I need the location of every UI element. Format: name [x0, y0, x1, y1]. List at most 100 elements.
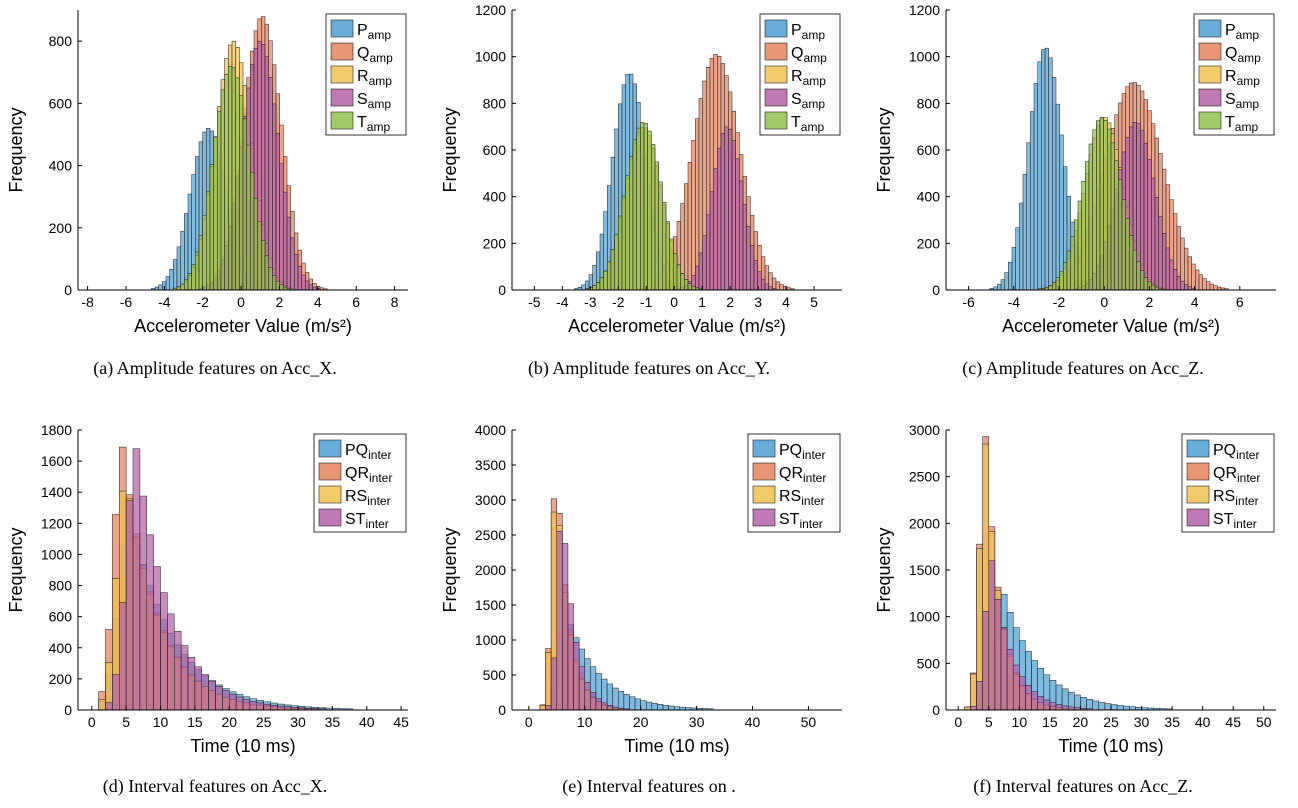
bar	[698, 252, 703, 291]
x-tick-label: 40	[745, 714, 761, 730]
legend-swatch	[1186, 439, 1210, 458]
bar	[1104, 703, 1112, 711]
x-tick-label: -2	[612, 294, 625, 310]
x-tick-label: 6	[1236, 294, 1244, 310]
y-tick-label: 0	[498, 702, 506, 718]
x-tick-label: 45	[1225, 714, 1241, 730]
legend: Pamp Qamp Ramp Samp Tamp	[325, 13, 407, 136]
y-tick-label: 0	[932, 282, 940, 298]
x-tick-label: 0	[237, 294, 245, 310]
y-tick-label: 600	[483, 142, 507, 158]
legend-swatch	[1186, 462, 1210, 481]
x-axis-label: Accelerometer Value (m/s²)	[1002, 316, 1220, 336]
bar	[174, 631, 182, 711]
bar	[224, 73, 229, 291]
bar	[263, 703, 271, 711]
legend-swatch	[330, 111, 354, 130]
x-tick-label: 50	[801, 714, 817, 730]
bar	[629, 156, 634, 291]
bar	[1037, 61, 1042, 291]
bar	[761, 278, 766, 291]
bar	[1030, 111, 1035, 291]
bar	[180, 283, 185, 291]
bar	[695, 265, 700, 291]
bar	[1213, 285, 1218, 291]
bar	[1176, 275, 1181, 291]
bar	[228, 66, 233, 291]
bar	[556, 530, 563, 711]
y-axis-label: Frequency	[440, 527, 460, 612]
chart-panel-e: 0 10 20 30 40 50 0 500 1000 1500 2000 2500 3000 3500 4…	[434, 420, 864, 760]
bar	[702, 235, 707, 291]
x-tick-label: 4	[782, 294, 790, 310]
bar	[691, 285, 696, 291]
series-STinter	[970, 560, 1093, 711]
bar	[1004, 272, 1009, 291]
bar	[651, 703, 658, 711]
legend-swatch	[764, 88, 788, 107]
bar	[125, 500, 134, 711]
bar	[294, 253, 299, 291]
legend-label: Pamp	[791, 22, 825, 42]
bar	[239, 95, 244, 291]
y-tick-label: 2500	[909, 469, 940, 485]
legend: PQinter QRinter RSinter STinter	[313, 433, 407, 533]
bar	[603, 270, 608, 291]
legend-label: Samp	[791, 91, 825, 111]
x-tick-label: -4	[556, 294, 569, 310]
x-axis-label: Time (10 ms)	[1058, 736, 1163, 756]
y-tick-label: 1500	[475, 597, 506, 613]
legend-label: STinter	[345, 511, 389, 531]
y-axis-label: Frequency	[6, 527, 26, 612]
bar	[662, 202, 667, 291]
bar	[146, 534, 154, 711]
bar	[625, 175, 630, 291]
bar	[201, 674, 209, 711]
legend-label: Ramp	[1225, 68, 1260, 88]
bar	[658, 181, 663, 291]
bar	[629, 696, 636, 711]
bar	[1147, 159, 1152, 291]
bar	[1098, 702, 1106, 711]
bar	[687, 162, 692, 291]
y-tick-label: 1000	[909, 49, 940, 65]
bar	[970, 673, 977, 711]
y-tick-label: 2500	[475, 527, 506, 543]
legend-swatch	[764, 65, 788, 84]
bar	[590, 692, 597, 711]
x-tick-label: 25	[1103, 714, 1119, 730]
bar	[753, 260, 758, 291]
bar	[1070, 236, 1075, 291]
y-tick-label: 0	[64, 702, 72, 718]
bar	[242, 699, 251, 711]
bar	[180, 645, 189, 711]
y-tick-label: 1800	[41, 422, 72, 438]
series-STinter	[545, 530, 630, 711]
bar	[1114, 160, 1119, 291]
axes: -8 -6 -4 -2 0 2 4 6 8 0 200 400 600 800	[49, 10, 408, 310]
x-tick-label: 1	[698, 294, 706, 310]
x-tick-label: -6	[962, 294, 975, 310]
bar	[180, 231, 185, 291]
legend: PQinter QRinter RSinter STinter	[1181, 433, 1275, 533]
bar	[187, 273, 192, 291]
x-tick-label: 5	[122, 714, 130, 730]
bar	[194, 666, 203, 711]
chart-svg: 0 5 10 15 20 25 30 35 40 45 0 200 400 600 800 1000 1200 1…	[6, 422, 409, 756]
bar	[1059, 270, 1064, 291]
legend-swatch	[318, 462, 342, 481]
legend-label: Samp	[357, 91, 391, 111]
bar	[1019, 676, 1026, 711]
bar	[1140, 130, 1145, 291]
y-axis-label: Frequency	[874, 107, 894, 192]
x-tick-label: 20	[633, 714, 649, 730]
y-tick-label: 1500	[909, 562, 940, 578]
bar	[1044, 47, 1049, 291]
bar	[229, 693, 237, 711]
bar	[1184, 284, 1189, 291]
x-tick-label: 0	[525, 714, 533, 730]
caption-e: (e) Interval features on .	[562, 776, 736, 796]
bar	[731, 140, 736, 291]
bar	[220, 89, 225, 291]
bar	[709, 191, 714, 291]
